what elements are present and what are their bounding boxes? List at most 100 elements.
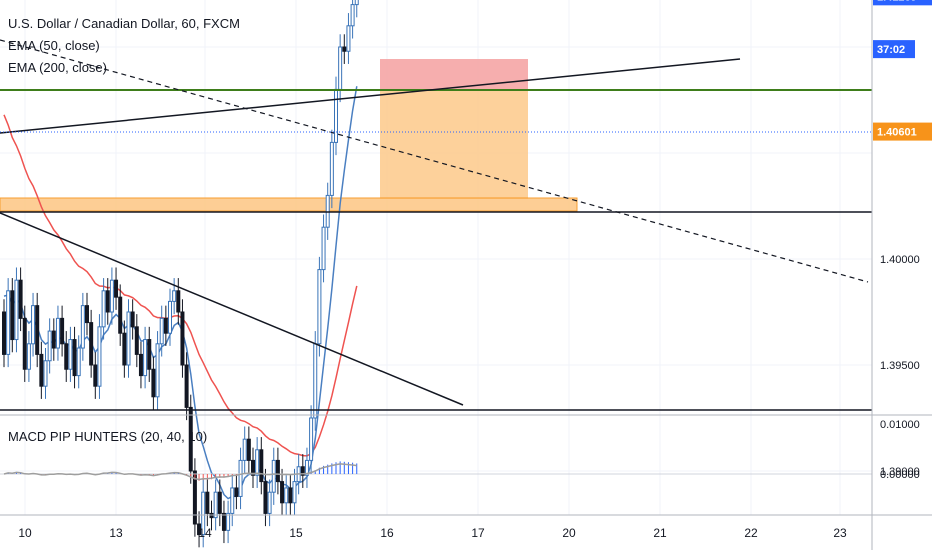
candle-body xyxy=(68,339,73,370)
candle-body xyxy=(147,339,152,370)
candle-body xyxy=(43,360,48,387)
candle-body xyxy=(130,311,135,328)
candle-body xyxy=(60,317,65,345)
candle-body xyxy=(72,339,77,377)
candle-body xyxy=(101,290,106,328)
candle-body xyxy=(143,339,148,377)
price-tag xyxy=(873,40,915,59)
time-tick-label: 17 xyxy=(471,526,485,540)
candle-body xyxy=(10,290,15,341)
candle-body xyxy=(321,226,326,271)
candle-body xyxy=(230,487,235,514)
candle-body xyxy=(309,417,314,461)
time-tick-label: 13 xyxy=(109,526,123,540)
candle-body xyxy=(184,364,189,408)
time-tick-label: 23 xyxy=(833,526,847,540)
stop-loss-zone[interactable] xyxy=(380,59,528,91)
candle-body xyxy=(22,317,27,370)
candle-body xyxy=(31,305,36,345)
candle-body xyxy=(47,330,52,362)
dashed-trendline[interactable] xyxy=(0,39,869,283)
candle-body xyxy=(122,332,127,366)
time-tick-label: 21 xyxy=(653,526,667,540)
candle-body xyxy=(55,317,60,349)
candle-body xyxy=(288,487,293,504)
candle-body xyxy=(238,459,243,497)
candle-body xyxy=(163,317,168,334)
candle-body xyxy=(89,322,94,366)
candle-body xyxy=(2,311,6,355)
candle-body xyxy=(267,491,272,514)
candle-body xyxy=(350,4,355,27)
candle-body xyxy=(155,343,160,398)
trade-zones xyxy=(0,59,578,212)
candle-body xyxy=(201,491,206,536)
price-tag-label: 1.40601 xyxy=(877,127,917,139)
candle-body xyxy=(217,491,222,514)
candle-body xyxy=(76,347,81,377)
candle-body xyxy=(251,459,255,476)
candle-body xyxy=(39,353,44,387)
candle-body xyxy=(26,343,31,370)
candle-body xyxy=(126,311,131,366)
candle-body xyxy=(134,326,139,355)
candle-body xyxy=(346,25,351,52)
price-tag-label: 1.41239 xyxy=(877,0,917,3)
time-tick-label: 14 xyxy=(198,526,212,540)
candle-body xyxy=(80,305,85,349)
time-tick-label: 16 xyxy=(380,526,394,540)
ema-50-legend[interactable]: EMA (50, close) xyxy=(8,38,100,53)
chart-title: U.S. Dollar / Canadian Dollar, 60, FXCM xyxy=(8,16,240,31)
candle-body xyxy=(205,491,210,514)
price-tag-label: 37:02 xyxy=(877,44,905,56)
candle-body xyxy=(105,290,110,313)
candle-body xyxy=(35,305,40,355)
macd-tick-label: 0.01000 xyxy=(880,419,920,431)
candle-body xyxy=(176,290,181,313)
candle-body xyxy=(242,438,247,461)
candle-body xyxy=(197,523,202,536)
macd-legend[interactable]: MACD PIP HUNTERS (20, 40, 10) xyxy=(8,429,208,444)
candle-body xyxy=(97,326,102,387)
time-tick-label: 15 xyxy=(289,526,303,540)
candle-body xyxy=(271,459,276,493)
price-tags: 1.419471.416431.416411.4123937:021.40601… xyxy=(873,0,932,141)
candle-body xyxy=(93,364,98,387)
ema-200-legend[interactable]: EMA (200, close) xyxy=(8,60,107,75)
candle-body xyxy=(51,330,56,349)
candle-body xyxy=(226,512,231,531)
candle-body xyxy=(354,0,359,6)
candle-body xyxy=(168,300,172,334)
candle-body xyxy=(263,481,268,514)
time-axis[interactable]: 10 13 14 15 16 17 20 21 22 23 xyxy=(18,526,847,540)
candle-body xyxy=(300,466,305,476)
take-profit-zone[interactable] xyxy=(380,91,528,199)
candle-body xyxy=(313,343,318,419)
candle-body xyxy=(329,141,334,196)
macd-pane xyxy=(0,461,872,481)
macd-signal-line xyxy=(3,463,357,481)
candle-body xyxy=(85,305,89,324)
time-tick-label: 10 xyxy=(18,526,32,540)
candle-body xyxy=(234,487,239,497)
candle-body xyxy=(172,290,177,302)
candle-body xyxy=(180,311,185,366)
ema-200-line[interactable] xyxy=(3,114,358,457)
candles xyxy=(2,0,359,548)
candle-body xyxy=(192,470,197,525)
time-tick-label: 20 xyxy=(562,526,576,540)
descending-trendline[interactable] xyxy=(0,212,464,406)
candle-body xyxy=(304,459,309,476)
candle-body xyxy=(151,368,156,398)
macd-tick-label: 0.00000 xyxy=(880,469,920,481)
candle-body xyxy=(342,46,347,52)
candle-body xyxy=(259,449,264,483)
price-axis[interactable]: 1.40000 1.39500 1.39000 0.01000 0.00000 xyxy=(880,254,920,481)
candle-body xyxy=(159,317,164,345)
support-zone[interactable] xyxy=(0,197,578,212)
candle-body xyxy=(221,512,226,531)
candle-body xyxy=(138,353,143,377)
candle-body xyxy=(292,481,297,504)
rising-trendline[interactable] xyxy=(0,58,741,134)
